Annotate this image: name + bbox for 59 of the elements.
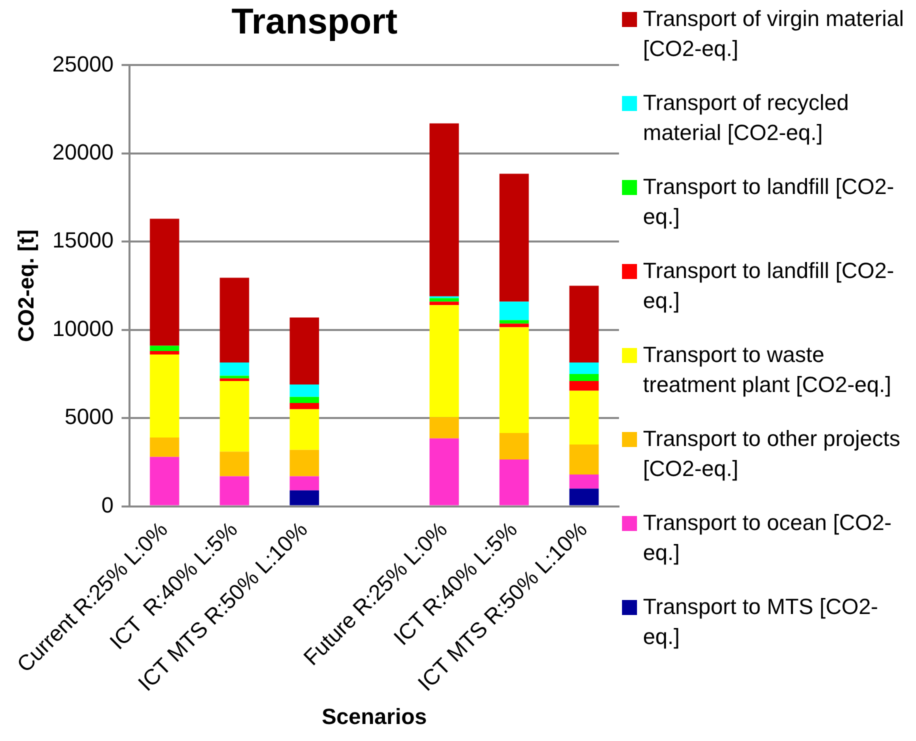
y-axis-title: CO2-eq. [t] [13, 230, 38, 342]
bar [150, 437, 180, 457]
legend-label: Transport of virgin material [CO2-eq.] [643, 5, 905, 63]
bar [220, 378, 250, 382]
bar [499, 302, 529, 320]
bar [499, 433, 529, 460]
bar [290, 409, 320, 450]
bar [220, 476, 250, 506]
bar [290, 476, 320, 490]
bar [430, 123, 459, 296]
y-tick-label: 10000 [52, 316, 114, 341]
bar [220, 376, 250, 378]
bar [499, 324, 529, 328]
bar [290, 317, 320, 385]
bar [150, 456, 180, 506]
x-axis-title: Scenarios [322, 704, 427, 729]
bar [499, 174, 529, 302]
bar [569, 488, 599, 506]
legend-label: Transport to MTS [CO2-eq.] [643, 593, 880, 651]
bar [290, 396, 320, 404]
bar [430, 298, 459, 302]
bar [569, 444, 599, 475]
legend-label: Transport to other projects [CO2-eq.] [643, 425, 902, 483]
bar [569, 362, 599, 374]
bar [150, 218, 180, 346]
y-tick-label: 0 [101, 492, 114, 518]
bar [150, 346, 180, 352]
bar [499, 460, 529, 506]
bar [430, 438, 459, 506]
bar [220, 381, 250, 452]
bar [569, 381, 599, 391]
bar [430, 302, 459, 306]
y-tick-label: 25000 [52, 51, 114, 76]
y-tick-label: 5000 [64, 404, 114, 430]
legend-label: Transport to landfill [CO2-eq.] [643, 173, 896, 231]
legend-label: Transport to waste treatment plant [CO2-eq.] [643, 341, 892, 399]
y-tick-label: 15000 [52, 228, 114, 253]
bar [220, 362, 250, 376]
bar [569, 374, 599, 382]
bar [290, 450, 320, 476]
bar [499, 327, 529, 434]
bar [569, 474, 599, 489]
bar [499, 320, 529, 324]
bar [430, 417, 459, 438]
bar [220, 452, 250, 476]
legend-label: Transport to ocean [CO2-eq.] [643, 509, 893, 567]
bar [290, 384, 320, 397]
bar [290, 490, 320, 506]
legend-label: Transport of recycled material [CO2-eq.] [643, 89, 850, 147]
y-tick-label: 20000 [52, 139, 114, 164]
bar [430, 305, 459, 418]
bar [569, 286, 599, 362]
bar [150, 351, 180, 355]
legend-label: Transport to landfill [CO2-eq.] [643, 257, 896, 315]
chart-title: Transport [231, 0, 398, 42]
bar [569, 390, 599, 445]
bar [150, 354, 180, 438]
bar [220, 278, 250, 362]
bar [290, 403, 320, 410]
